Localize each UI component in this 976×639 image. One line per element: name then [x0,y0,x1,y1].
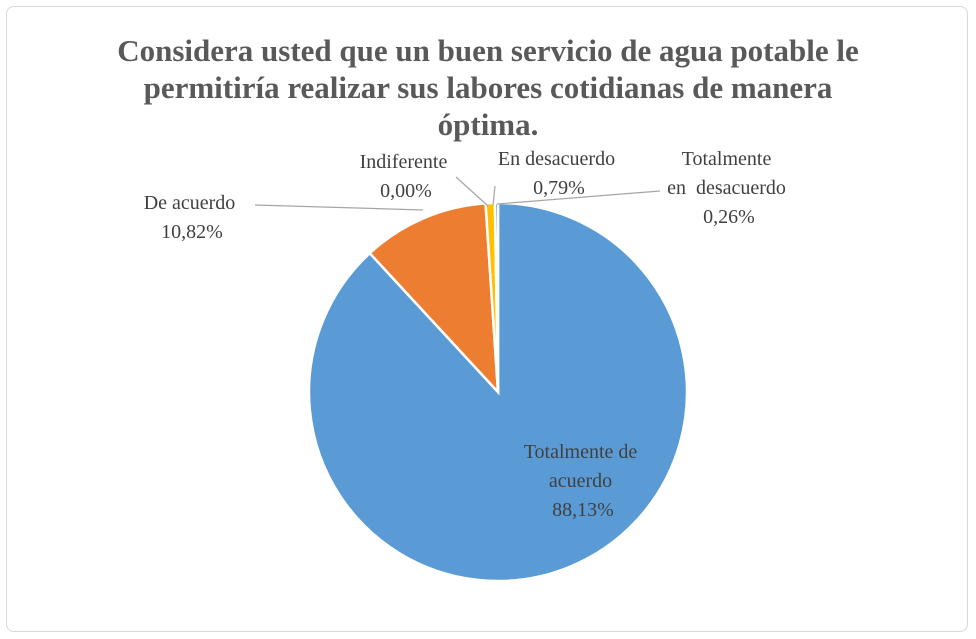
label-indiferente-value: 0,00% [380,180,432,202]
chart-title: Considera usted que un buen servicio de … [60,32,916,143]
leader-line-en-desacuerdo [492,185,496,206]
label-totalmente-en-desacuerdo-line-2: en desacuerdo [667,177,786,199]
leader-line-indiferente [455,176,489,207]
label-totalmente-en-desacuerdo: Totalmente en desacuerdo 0,26% [667,148,791,228]
label-indiferente-line-1: Indiferente [360,151,448,173]
chart-title-line-3: óptima. [437,107,539,142]
label-de-acuerdo: De acuerdo 10,82% [144,192,241,243]
pie-slice-totalmente-en-desacuerdo [493,201,500,393]
pie-slices [307,201,689,583]
label-totalmente-de-acuerdo-value: 88,13% [552,499,614,521]
label-de-acuerdo-value: 10,82% [161,221,223,243]
label-totalmente-de-acuerdo: Totalmente de acuerdo 88,13% [524,441,643,521]
chart-title-line-1: Considera usted que un buen servicio de … [117,33,859,68]
leader-lines [254,176,661,211]
label-totalmente-en-desacuerdo-value: 0,26% [703,206,755,228]
pie-slice-de-acuerdo [367,202,500,396]
label-totalmente-de-acuerdo-line-2: acuerdo [549,470,612,492]
label-indiferente: Indiferente 0,00% [360,151,453,202]
label-en-desacuerdo-line-1: En desacuerdo [498,148,615,170]
label-totalmente-de-acuerdo-line-1: Totalmente de [524,441,638,463]
leader-line-de-acuerdo [254,204,424,211]
chart-title-line-2: permitiría realizar sus labores cotidian… [143,70,833,105]
label-en-desacuerdo: En desacuerdo 0,79% [498,148,620,199]
leader-line-totalmente-en-desacuerdo [496,190,661,205]
label-en-desacuerdo-value: 0,79% [533,177,585,199]
label-de-acuerdo-line-1: De acuerdo [144,192,236,214]
label-totalmente-en-desacuerdo-line-1: Totalmente [682,148,772,170]
